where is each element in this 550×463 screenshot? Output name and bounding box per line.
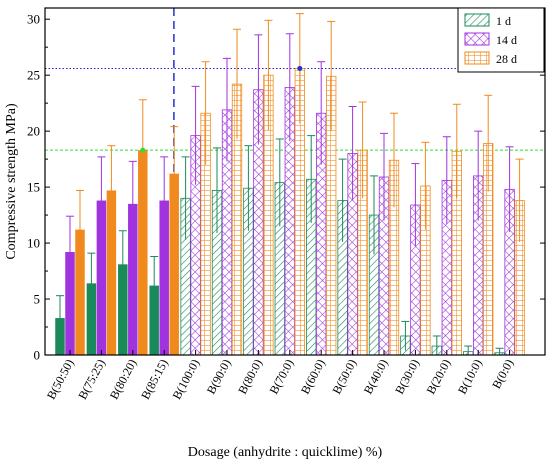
- legend: 1 d 14 d 28 d: [457, 7, 545, 73]
- legend-swatch-28d: [464, 51, 490, 65]
- x-tick-label: B(50:50): [44, 357, 77, 402]
- x-tick-label: B(90:0): [204, 357, 234, 397]
- bar-28d-B(85:15): [169, 173, 179, 355]
- x-tick-label: B(75:25): [75, 357, 108, 402]
- y-tick-label: 30: [27, 12, 40, 27]
- bars-layer: [55, 68, 525, 356]
- x-tick-label: B(40:0): [361, 357, 391, 397]
- legend-swatch-1d: [464, 13, 490, 27]
- y-tick-label: 10: [27, 236, 40, 251]
- bar-14d-B(85:15): [159, 200, 169, 355]
- y-tick-label: 0: [34, 348, 41, 363]
- x-tick-label: B(60:0): [298, 357, 328, 397]
- legend-label-1d: 1 d: [496, 14, 511, 28]
- error-bars-layer: [56, 13, 524, 355]
- x-axis-title: Dosage (anhydrite : quicklime) %): [188, 445, 383, 460]
- bar-28d-B(75:25): [106, 190, 117, 355]
- bar-14d-B(50:50): [65, 252, 75, 355]
- bar-28d-B(80:20): [138, 150, 148, 355]
- highlight-markers-layer: [140, 65, 303, 153]
- x-tick-label: B(20:0): [424, 357, 454, 397]
- bar-1d-B(85:15): [149, 285, 159, 355]
- legend-swatch-14d: [464, 32, 490, 46]
- bar-14d-B(80:20): [128, 203, 138, 355]
- x-tick-label: B(100:0): [170, 357, 203, 402]
- legend-label-14d: 14 d: [496, 33, 517, 47]
- y-tick-label: 5: [34, 292, 41, 307]
- y-tick-label: 25: [27, 68, 40, 83]
- bar-1d-B(75:25): [86, 283, 97, 355]
- x-tick-label: B(85:15): [138, 357, 171, 402]
- highlight-marker: [140, 147, 146, 153]
- plot-frame: [44, 7, 546, 356]
- x-tick-label: B(50:0): [329, 357, 359, 397]
- x-axis: B(50:50)B(75:25)B(80:20)B(85:15)B(100:0)…: [44, 350, 516, 402]
- bar-14d-B(75:25): [96, 200, 107, 355]
- bar-28d-B(50:50): [75, 229, 85, 355]
- bar-1d-B(80:20): [118, 264, 128, 355]
- x-tick-label: B(80:20): [107, 357, 140, 402]
- x-tick-label: B(70:0): [267, 357, 297, 397]
- x-tick-label: B(30:0): [392, 357, 422, 397]
- x-tick-label: B(80:0): [235, 357, 265, 397]
- y-axis-title: Compressive strength MPa): [4, 103, 19, 260]
- x-tick-label: B(0:0): [489, 357, 516, 391]
- y-tick-label: 15: [27, 180, 40, 195]
- highlight-marker: [297, 65, 303, 71]
- x-tick-label: B(10:0): [455, 357, 485, 397]
- y-tick-label: 20: [27, 124, 40, 139]
- y-axis: 0 5 10 15 20 25 30: [27, 12, 545, 363]
- legend-label-28d: 28 d: [496, 52, 517, 66]
